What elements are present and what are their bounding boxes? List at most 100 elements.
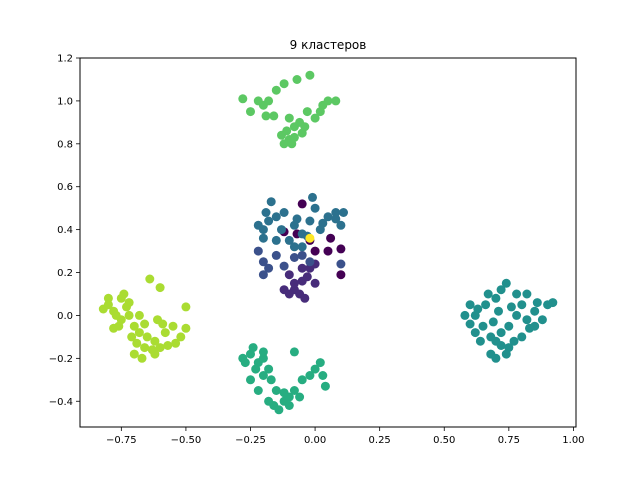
data-point <box>271 386 281 395</box>
data-point <box>310 364 320 374</box>
data-point <box>103 300 113 310</box>
data-point <box>297 242 307 252</box>
data-point <box>264 96 274 106</box>
data-point <box>150 336 160 346</box>
data-point <box>305 257 315 267</box>
data-point <box>181 323 191 333</box>
data-point <box>318 371 328 380</box>
data-point <box>512 310 522 320</box>
data-point <box>548 298 558 308</box>
data-point <box>160 328 170 338</box>
data-point <box>240 358 250 368</box>
data-point <box>496 285 506 295</box>
data-point <box>261 208 271 217</box>
data-point <box>336 270 346 280</box>
plot-frame <box>79 57 577 428</box>
data-point <box>522 289 532 299</box>
data-point <box>297 375 307 385</box>
y-tick-label: 1.0 <box>57 96 73 107</box>
data-point <box>300 122 310 132</box>
x-axis: −0.75 −0.50 −0.25 0.00 0.25 0.50 0.75 1.00 <box>106 427 585 446</box>
data-point <box>284 235 294 245</box>
data-point <box>310 113 320 123</box>
data-point <box>320 381 330 391</box>
x-tick-label: −0.75 <box>106 435 137 446</box>
data-point <box>305 216 315 226</box>
data-point <box>522 315 532 325</box>
data-point <box>326 233 336 243</box>
data-point <box>512 289 522 299</box>
data-point <box>163 341 173 350</box>
data-point <box>517 332 527 342</box>
data-point <box>122 302 131 312</box>
data-point <box>305 233 315 243</box>
data-point <box>308 192 317 202</box>
y-tick-label: −0.4 <box>49 397 73 408</box>
data-point <box>271 250 281 260</box>
data-point <box>473 304 483 314</box>
data-point <box>253 386 263 395</box>
data-point <box>266 197 276 207</box>
data-point <box>483 289 493 299</box>
data-point <box>155 283 165 293</box>
data-point <box>134 310 144 320</box>
data-point <box>297 263 307 273</box>
x-tick-label: 0.50 <box>433 435 455 446</box>
data-point <box>323 212 333 222</box>
data-point <box>279 139 289 149</box>
data-point <box>271 235 281 245</box>
data-point <box>496 341 506 350</box>
data-point <box>300 293 310 303</box>
data-point <box>103 293 113 303</box>
data-point <box>258 371 268 380</box>
data-point <box>506 302 516 312</box>
data-point <box>171 338 181 348</box>
data-point <box>261 111 271 121</box>
data-point <box>310 278 320 288</box>
data-point <box>137 353 147 363</box>
y-tick-label: 0.4 <box>57 225 73 236</box>
data-point <box>302 107 312 117</box>
data-point <box>336 244 346 254</box>
data-point <box>460 310 470 320</box>
chart-title: 9 кластеров <box>290 38 367 52</box>
data-point <box>295 392 305 402</box>
data-point <box>297 250 307 260</box>
data-point <box>246 375 255 385</box>
data-point <box>134 328 144 338</box>
data-point <box>258 270 268 280</box>
data-point <box>279 79 289 89</box>
data-point <box>289 253 299 262</box>
data-point <box>289 347 299 357</box>
data-point <box>258 257 268 267</box>
data-point <box>501 278 511 288</box>
data-point <box>323 96 333 106</box>
data-point <box>517 300 527 310</box>
data-point <box>253 246 263 256</box>
data-point <box>150 349 160 359</box>
data-point <box>114 321 124 331</box>
data-point <box>501 349 511 359</box>
data-point <box>488 317 498 327</box>
data-point <box>491 293 501 303</box>
data-point <box>251 364 261 374</box>
data-point <box>246 107 255 117</box>
data-point <box>264 396 274 406</box>
data-point <box>532 298 542 308</box>
data-point <box>129 349 139 359</box>
data-point <box>258 347 268 357</box>
data-point <box>277 130 286 140</box>
data-point <box>305 371 315 380</box>
data-point <box>310 203 320 213</box>
data-point <box>323 246 333 256</box>
data-point <box>525 323 534 333</box>
data-point <box>266 375 276 385</box>
data-point <box>168 321 178 331</box>
data-point <box>292 214 302 224</box>
data-point <box>310 246 320 256</box>
data-point <box>491 353 501 363</box>
data-point <box>277 225 286 235</box>
x-tick-label: −0.50 <box>171 435 202 446</box>
data-point <box>181 302 191 312</box>
